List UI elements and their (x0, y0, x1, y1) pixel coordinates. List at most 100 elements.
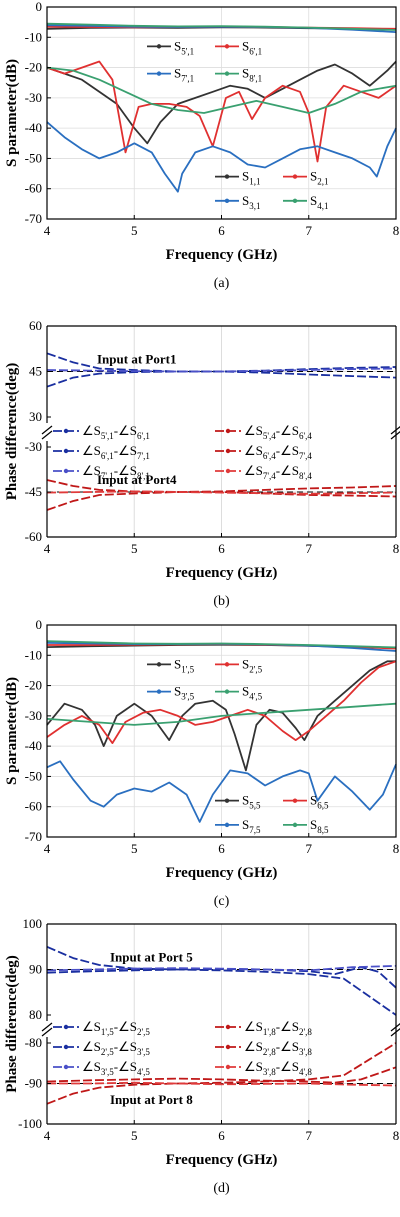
series-line-6 (46, 121, 397, 193)
legend-entry: S5,5 (242, 793, 261, 811)
legend-entry: ∠S5',4-∠S6',4 (244, 423, 312, 441)
y-tick-label: -50 (25, 150, 42, 165)
legend-marker (156, 44, 162, 49)
series-line-4 (46, 660, 396, 772)
x-tick-label: 7 (306, 841, 313, 856)
y-tick-label: -40 (25, 738, 42, 753)
x-tick-label: 4 (44, 541, 51, 556)
y-tick-label: -30 (25, 439, 42, 454)
series-line-4 (46, 60, 397, 145)
series-line-7 (46, 66, 397, 114)
legend-marker (63, 1064, 69, 1070)
series-line-3 (46, 640, 397, 649)
x-tick-label: 7 (306, 223, 313, 238)
x-tick-label: 6 (218, 541, 225, 556)
chart-panel-d: 100 90 80 -80 -90 -100 4 5 6 7 8 Input at Port 5 Inp… (0, 915, 400, 1217)
legend-marker (224, 689, 230, 694)
x-tick-label: 8 (393, 541, 400, 556)
x-tick-label: 4 (44, 1128, 51, 1143)
axis-break-mark (41, 1027, 53, 1037)
legend-marker (224, 822, 230, 828)
y-tick-label: -60 (25, 799, 42, 814)
x-tick-label: 4 (44, 223, 51, 238)
y-tick-label: -90 (25, 1076, 42, 1091)
legend-marker (156, 662, 162, 667)
legend-entry: ∠S7',1-∠S8',1 (82, 463, 150, 481)
legend-marker (292, 798, 298, 803)
legend-entry: S6',1 (242, 38, 262, 56)
series-line-2 (46, 367, 397, 373)
figure-caption: (b) (213, 594, 230, 609)
x-axis-label: Frequency (GHz) (166, 865, 278, 881)
chart-panel-c: 0 -10 -20 -30 -40 -50 -60 -70 4 5 6 7 8 Frequency (GH… (0, 610, 400, 915)
legend-entry: S4,1 (310, 193, 328, 211)
legend-entry: S8,5 (310, 817, 329, 835)
x-tick-label: 6 (218, 223, 225, 238)
series-line-3 (46, 22, 397, 31)
series-line-4 (46, 1066, 397, 1084)
legend-marker (63, 428, 69, 434)
chart-a-svg: 0 -10 -20 -30 -40 -50 -60 -704 5 6 7 8 Frequency (GH… (4, 0, 399, 291)
series-line-1 (46, 370, 397, 388)
legend-marker (225, 428, 231, 434)
chart-c-svg: 0 -10 -20 -30 -40 -50 -60 -704 5 6 7 8 Frequency (GH… (4, 617, 399, 909)
x-tick-label: 7 (306, 541, 313, 556)
axis-break-mark (41, 1022, 53, 1032)
legend-entry: S7,5 (242, 817, 261, 835)
y-tick-label: -80 (25, 1035, 42, 1050)
x-tick-label: 5 (131, 841, 138, 856)
series-line-5 (47, 1081, 397, 1087)
figure-caption: (a) (214, 276, 230, 291)
legend-entry: S2,1 (310, 169, 328, 187)
legend-marker (292, 822, 298, 828)
legend-entry: S8',1 (242, 66, 262, 84)
series-line-2 (46, 965, 397, 972)
legend-entry: S3,1 (242, 193, 260, 211)
legend-entry: S6,5 (310, 793, 329, 811)
y-tick-label: -100 (18, 1116, 42, 1131)
y-tick-label: 0 (36, 617, 43, 632)
legend-entry: ∠S3',5-∠S4',5 (82, 1059, 150, 1077)
legend-entry: ∠S3',8-∠S4',8 (244, 1059, 312, 1077)
y-tick-label: -30 (25, 708, 42, 723)
legend-marker (292, 174, 298, 179)
legend-marker (224, 71, 230, 76)
axis-break-mark (390, 1028, 400, 1037)
series-line-0 (46, 352, 397, 373)
x-tick-label: 4 (44, 841, 51, 856)
legend-marker (225, 448, 231, 454)
legend-marker (224, 662, 230, 667)
legend-entry: ∠S7',4-∠S8',4 (244, 463, 312, 481)
axis-break-mark (41, 430, 53, 440)
y-tick-label: -60 (25, 529, 42, 544)
legend-entry: S4',5 (242, 684, 263, 702)
y-tick-label: -30 (25, 90, 42, 105)
legend-marker (63, 468, 69, 474)
y-tick-label: 90 (29, 962, 42, 977)
axis-break-mark (390, 1023, 400, 1032)
series-line-3 (46, 491, 397, 511)
legend-entry: S1,1 (242, 169, 260, 187)
legend-entry: ∠S6',4-∠S7',4 (244, 443, 312, 461)
chart-panel-b: 60 45 30 -30 -45 -60 4 5 6 7 8 Input at Port1 Input … (0, 305, 400, 610)
y-tick-label: -40 (25, 120, 42, 135)
axis-break-mark (390, 426, 400, 435)
annotation-upper: Input at Port 5 (110, 950, 193, 965)
y-tick-label: -70 (25, 829, 42, 844)
legend-entry: ∠S1',8-∠S2',8 (244, 1019, 312, 1037)
y-tick-label: 45 (29, 364, 42, 379)
legend-marker (292, 198, 298, 204)
series-line-4 (46, 479, 397, 493)
y-tick-label: -20 (25, 678, 42, 693)
y-tick-label: 100 (23, 916, 43, 931)
annotation-upper: Input at Port1 (97, 352, 176, 367)
legend-marker (63, 1024, 69, 1030)
y-tick-label: -60 (25, 181, 42, 196)
legend-marker (224, 798, 230, 803)
y-tick-label: -50 (25, 768, 42, 783)
y-tick-label: -10 (25, 29, 42, 44)
legend-entry: S1',5 (174, 656, 195, 674)
x-tick-label: 5 (131, 223, 138, 238)
